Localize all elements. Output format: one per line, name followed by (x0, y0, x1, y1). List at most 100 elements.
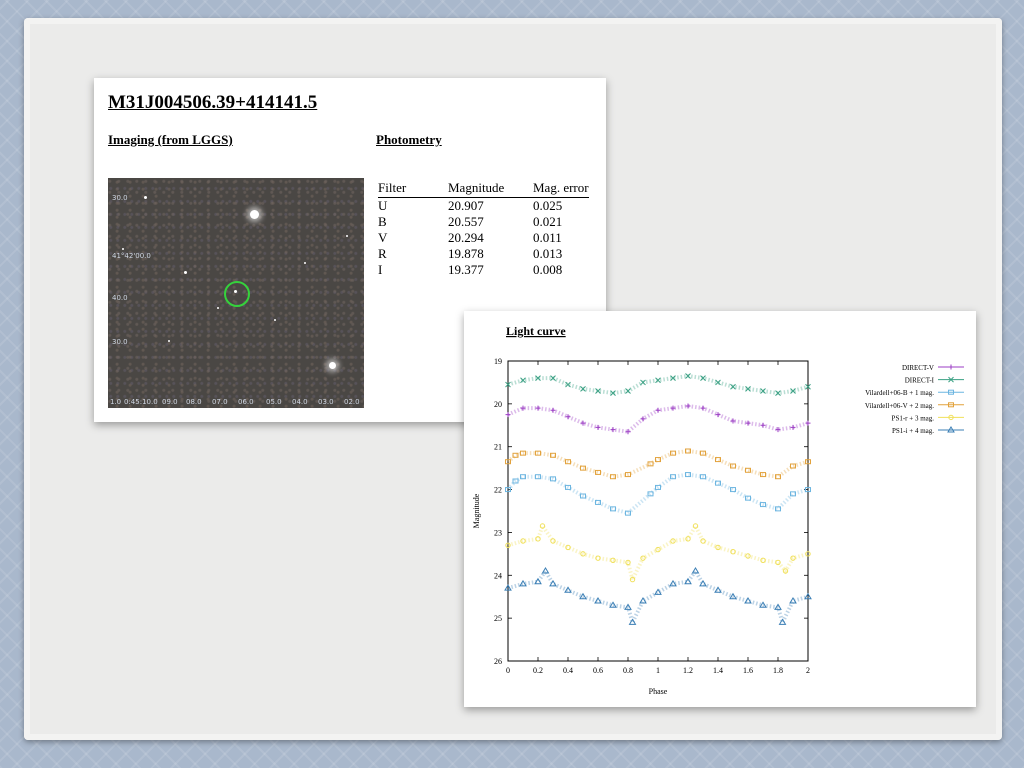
axis-bottom-label: 1.0 (110, 398, 122, 406)
data-point (580, 551, 586, 557)
data-point (625, 429, 631, 435)
photometry-section-title: Photometry (376, 132, 442, 147)
data-point (730, 549, 736, 555)
data-point (745, 420, 751, 426)
data-point (775, 506, 781, 512)
data-point (609, 601, 617, 608)
data-point (565, 414, 571, 420)
filter-cell: R (378, 246, 387, 261)
axis-bottom-label: 05.0 (266, 398, 282, 406)
y-tick-label: 20 (494, 400, 502, 409)
data-point (775, 427, 781, 433)
data-point (670, 474, 676, 480)
data-point (805, 383, 811, 390)
data-point (775, 559, 781, 566)
axis-bottom-label: 07.0 (212, 398, 228, 406)
table-header-row: Filter Magnitude Mag. error (378, 180, 589, 198)
data-point (512, 478, 519, 484)
x-tick-label: 0.4 (563, 666, 573, 675)
data-point (520, 377, 526, 384)
data-point (669, 579, 677, 587)
data-point (805, 420, 811, 426)
y-tick-label: 24 (494, 571, 502, 580)
data-point (699, 579, 707, 587)
imaging-image: 30.0 41°42'00.0 40.0 30.0 1.0 0:45:10.0 … (108, 178, 364, 408)
data-point (625, 510, 631, 516)
y-tick-label: 19 (494, 357, 502, 366)
data-point (640, 379, 646, 386)
x-tick-label: 0.8 (623, 666, 633, 675)
data-point (790, 491, 796, 497)
data-point (535, 375, 541, 381)
data-point (550, 375, 556, 381)
legend-label: Vilardell+06-V + 2 mag. (865, 402, 934, 410)
data-point (805, 487, 811, 493)
data-point (692, 523, 699, 529)
x-axis-label: Phase (649, 687, 668, 696)
data-point (535, 474, 541, 480)
data-point (760, 422, 766, 428)
legend-marker (948, 376, 954, 383)
data-point (610, 557, 616, 563)
axis-left-label: 30.0 (112, 338, 128, 346)
data-point (805, 459, 811, 465)
data-point (505, 459, 511, 465)
axis-bottom-label: 0:45:10.0 (124, 398, 158, 406)
data-point (790, 463, 796, 469)
series-trace (507, 521, 809, 586)
column-header: Filter (378, 180, 448, 198)
x-tick-label: 1.6 (743, 666, 753, 675)
data-point (565, 484, 571, 490)
axis-bottom-label: 09.0 (162, 398, 178, 406)
legend-marker (947, 426, 955, 433)
data-point (550, 452, 556, 458)
star (184, 271, 187, 274)
data-point (670, 450, 676, 456)
data-point (730, 383, 736, 390)
axis-bottom-label: 02.0 (344, 398, 360, 406)
axis-left-label: 40.0 (112, 294, 128, 302)
legend-marker (948, 414, 954, 421)
data-point (778, 618, 787, 625)
series-5 (504, 567, 812, 628)
series-1 (505, 373, 811, 396)
data-point (655, 457, 661, 463)
legend-label: DIRECT-V (902, 364, 934, 372)
data-point (625, 559, 631, 566)
axis-bottom-label: 08.0 (186, 398, 202, 406)
data-point (775, 474, 781, 480)
legend-marker (948, 402, 954, 408)
data-point (684, 577, 692, 585)
chart-title: Light curve (506, 324, 566, 338)
star (274, 319, 276, 321)
data-point (790, 388, 796, 394)
data-point (760, 557, 766, 563)
data-point (700, 474, 706, 480)
data-point (670, 375, 676, 381)
data-point (520, 450, 526, 456)
data-point (760, 472, 766, 478)
plot-frame (507, 360, 809, 662)
data-point (670, 405, 676, 411)
data-point (745, 553, 751, 559)
data-point (624, 603, 632, 610)
data-point (595, 388, 601, 394)
data-point (565, 459, 571, 465)
series-trace (506, 472, 809, 516)
data-point (610, 506, 616, 512)
star (144, 196, 147, 199)
data-point (789, 597, 797, 604)
filter-cell: I (378, 262, 383, 277)
data-point (610, 390, 616, 396)
data-point (505, 412, 511, 418)
data-point (520, 538, 526, 544)
magnitude-cell: 20.294 (448, 230, 484, 245)
data-point (685, 403, 691, 409)
data-point (580, 386, 586, 392)
magnitude-cell: 19.377 (448, 262, 484, 277)
data-point (655, 484, 661, 490)
mag-error-cell: 0.025 (533, 198, 563, 213)
data-point (700, 538, 706, 544)
legend-marker (948, 364, 954, 370)
y-tick-label: 22 (494, 486, 502, 495)
